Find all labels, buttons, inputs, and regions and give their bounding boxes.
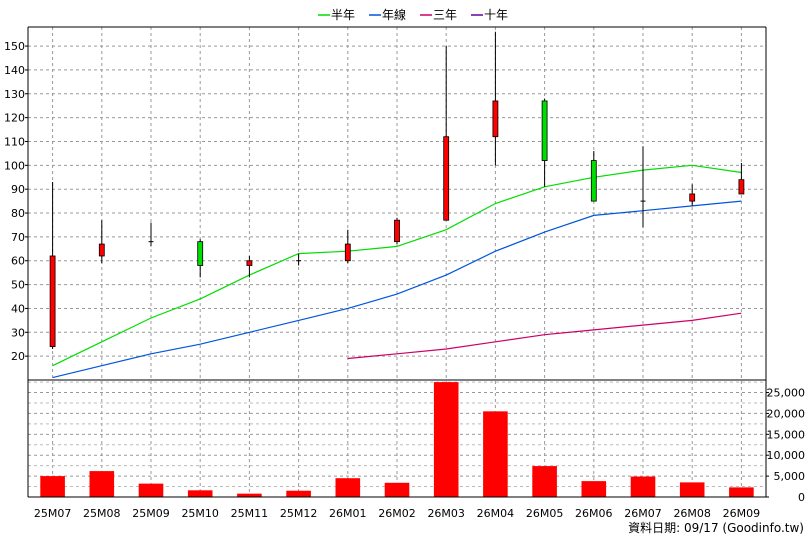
volume-bar — [286, 490, 311, 497]
volume-tick-label: 20,000 — [767, 407, 806, 420]
candlesticks — [49, 31, 745, 349]
price-tick-label: 50 — [11, 279, 25, 292]
volume-bar — [138, 483, 164, 497]
candle-body — [590, 160, 597, 202]
x-tick-label: 26M01 — [329, 507, 367, 520]
x-tick-label: 25M11 — [231, 507, 269, 520]
candle-body — [689, 193, 696, 202]
price-tick-label: 140 — [4, 64, 25, 77]
volume-bar — [532, 466, 557, 497]
series-line — [52, 200, 742, 379]
price-tick-label: 100 — [4, 159, 25, 172]
series-line — [52, 164, 742, 367]
x-axis-labels: 25M07 25M08 25M09 25M10 25M11 25M12 26M01 26M02… — [34, 507, 760, 520]
x-tick-label: 26M06 — [575, 507, 613, 520]
volume-tick-label: 25,000 — [767, 387, 806, 400]
volume-bar — [679, 482, 705, 497]
volume-tick-label: 0 — [798, 491, 805, 504]
price-tick-label: 80 — [11, 207, 25, 220]
volume-bars — [40, 382, 754, 497]
x-tick-label: 26M04 — [477, 507, 515, 520]
volume-tick-label: 10,000 — [767, 449, 806, 462]
x-tick-label: 26M08 — [673, 507, 711, 520]
x-tick-label: 25M10 — [181, 507, 219, 520]
price-tick-label: 120 — [4, 112, 25, 125]
volume-bar — [187, 490, 213, 497]
candle-body — [394, 219, 400, 243]
x-tick-label: 26M03 — [427, 507, 465, 520]
volume-bar — [630, 476, 656, 497]
moving-average-lines — [52, 164, 742, 379]
price-tick-label: 20 — [11, 350, 25, 363]
candle-body — [344, 243, 351, 262]
x-tick-label: 25M07 — [34, 507, 72, 520]
volume-bar — [335, 478, 361, 497]
price-tick-label: 90 — [11, 183, 25, 196]
legend-label: 年線 — [382, 7, 406, 22]
price-tick-label: 110 — [4, 135, 25, 148]
legend-label: 十年 — [484, 8, 508, 22]
candle-body — [541, 100, 548, 161]
axes: 20 30 40 50 60 70 80 90 100 110 120 130 140 150 0 5,000… — [4, 26, 806, 504]
volume-bar — [237, 493, 262, 497]
candle-body — [197, 241, 204, 266]
price-tick-label: 130 — [4, 88, 25, 101]
candle-body — [98, 243, 105, 257]
price-tick-label: 150 — [4, 40, 25, 53]
volume-bar — [384, 482, 410, 497]
x-tick-label: 25M12 — [280, 507, 318, 520]
price-tick-label: 30 — [11, 326, 25, 339]
candle-body — [443, 136, 450, 221]
candle-body — [738, 179, 745, 195]
price-tick-label: 60 — [11, 255, 25, 268]
x-tick-label: 26M09 — [723, 507, 761, 520]
volume-bar — [483, 411, 508, 497]
price-tick-label: 70 — [11, 231, 25, 244]
volume-tick-label: 5,000 — [774, 470, 806, 483]
price-tick-label: 40 — [11, 302, 25, 315]
x-tick-label: 26M05 — [526, 507, 564, 520]
footer-note: 資料日期: 09/17 (Goodinfo.tw) — [628, 521, 804, 535]
volume-bar — [729, 487, 754, 497]
volume-bar — [433, 382, 459, 497]
volume-bar — [89, 471, 115, 497]
volume-bar — [581, 481, 607, 497]
series-line — [347, 312, 742, 360]
candle-body — [49, 255, 56, 348]
legend-label: 半年 — [331, 8, 355, 22]
x-tick-label: 25M09 — [132, 507, 170, 520]
x-tick-label: 26M07 — [624, 507, 662, 520]
x-tick-label: 26M02 — [378, 507, 416, 520]
legend: 半年 年線 三年 十年 — [318, 7, 508, 22]
legend-label: 三年 — [433, 8, 457, 22]
candle-body — [246, 260, 253, 266]
volume-bar — [40, 476, 65, 497]
volume-tick-label: 15,000 — [767, 428, 806, 441]
x-tick-label: 25M08 — [83, 507, 121, 520]
candle-body — [492, 100, 499, 138]
